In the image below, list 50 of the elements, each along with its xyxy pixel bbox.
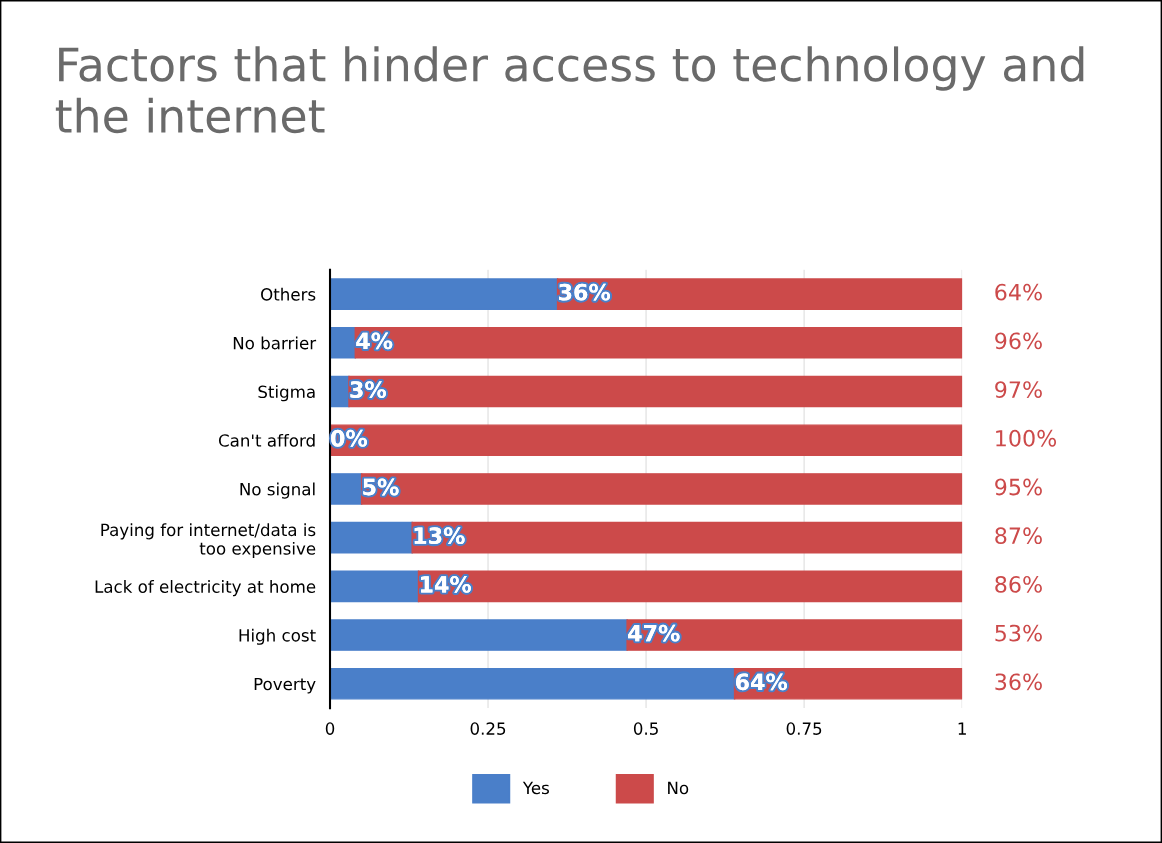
bar bbox=[417, 570, 963, 603]
data-label: 3% bbox=[350, 381, 386, 398]
y-tick-label: Can't afford bbox=[218, 433, 315, 447]
data-label: 47% bbox=[628, 624, 680, 642]
bar bbox=[360, 473, 963, 505]
data-label: 100% bbox=[996, 429, 1057, 447]
y-tick-label: Stigma bbox=[258, 385, 315, 402]
y-tick-label: Lack of electricity at home bbox=[95, 580, 316, 597]
data-label: 87% bbox=[995, 527, 1042, 545]
y-tick-label: Paying for internet/data is too expensive bbox=[101, 523, 316, 559]
y-tick-label: Others bbox=[261, 287, 316, 301]
data-label: 5% bbox=[363, 478, 399, 496]
y-tick-label: Poverty bbox=[254, 677, 316, 694]
data-label: 96% bbox=[995, 332, 1042, 350]
bar bbox=[330, 278, 559, 310]
bar bbox=[330, 327, 356, 359]
data-label: 14% bbox=[421, 575, 471, 593]
bar bbox=[330, 521, 413, 554]
x-tick-label: 0 bbox=[325, 722, 335, 735]
data-label: 0% bbox=[331, 429, 368, 447]
bar bbox=[626, 619, 963, 651]
data-label: 64% bbox=[735, 673, 788, 691]
data-label: 97% bbox=[995, 381, 1042, 398]
bar bbox=[411, 521, 963, 554]
y-tick-label: No signal bbox=[240, 482, 315, 499]
y-tick-label: High cost bbox=[239, 628, 316, 645]
bar bbox=[556, 278, 963, 310]
bar bbox=[330, 570, 420, 603]
bar bbox=[348, 375, 963, 408]
bar bbox=[354, 327, 963, 359]
bar bbox=[330, 473, 363, 505]
bar bbox=[330, 667, 736, 700]
data-label: 13% bbox=[414, 527, 465, 545]
chart-title: Factors that hinder access to technology and the internet bbox=[55, 46, 1084, 134]
x-tick-label: 0.25 bbox=[470, 722, 506, 735]
y-tick-label: No barrier bbox=[233, 336, 317, 350]
data-label: 36% bbox=[559, 283, 611, 301]
data-label: 53% bbox=[995, 624, 1042, 642]
data-label: 36% bbox=[995, 673, 1042, 691]
x-tick-label: 1 bbox=[958, 722, 966, 735]
data-label: 95% bbox=[995, 478, 1042, 496]
data-label: 86% bbox=[995, 575, 1042, 593]
x-tick-label: 0.75 bbox=[786, 722, 822, 735]
legend-label: Yes bbox=[522, 781, 549, 795]
data-label: 4% bbox=[356, 332, 393, 350]
legend-label: No bbox=[668, 781, 689, 795]
data-label: 64% bbox=[995, 283, 1042, 301]
x-tick-label: 0.5 bbox=[633, 722, 658, 735]
bar bbox=[330, 619, 628, 651]
bar bbox=[330, 424, 963, 457]
